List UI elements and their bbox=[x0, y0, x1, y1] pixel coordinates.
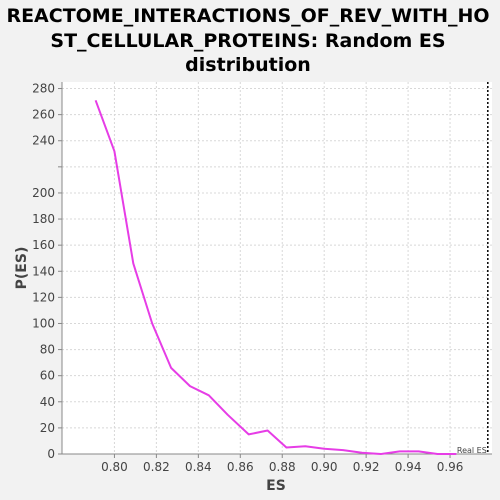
y-tick-label: 120 bbox=[32, 290, 55, 304]
x-axis-label: ES bbox=[266, 478, 286, 494]
series bbox=[94, 99, 457, 455]
real-es-label: Real ES bbox=[457, 446, 487, 455]
axes bbox=[61, 82, 492, 455]
y-tick-label: 0 bbox=[47, 447, 55, 461]
x-tick-label: 0.94 bbox=[395, 460, 422, 474]
x-tick-label: 0.90 bbox=[311, 460, 338, 474]
x-tick-label: 0.92 bbox=[353, 460, 380, 474]
chart-title-line-3: distribution bbox=[185, 54, 311, 76]
x-tick-label: 0.96 bbox=[437, 460, 464, 474]
x-tick-label: 0.88 bbox=[269, 460, 296, 474]
y-ticks: 0 20 40 60 80 100 120 140 160 180 200 240 260 280 bbox=[32, 82, 62, 461]
y-axis-label: P(ES) bbox=[14, 247, 30, 290]
y-tick-label: 140 bbox=[32, 264, 55, 278]
series-line bbox=[94, 99, 457, 455]
x-tick-label: 0.84 bbox=[185, 460, 212, 474]
y-tick-label: 260 bbox=[32, 108, 55, 122]
x-tick-label: 0.80 bbox=[101, 460, 128, 474]
chart-title-line-2: ST_CELLULAR_PROTEINS: Random ES bbox=[50, 30, 445, 52]
y-tick-label: 280 bbox=[32, 82, 55, 96]
grid bbox=[62, 82, 492, 455]
x-tick-label: 0.86 bbox=[227, 460, 254, 474]
y-tick-label: 80 bbox=[40, 343, 55, 357]
real-es-marker: Real ES bbox=[457, 82, 489, 455]
y-tick-label: 240 bbox=[32, 134, 55, 148]
y-tick-label: 60 bbox=[40, 369, 55, 383]
y-tick-label: 100 bbox=[32, 316, 55, 330]
plot-area bbox=[62, 82, 492, 454]
x-tick-label: 0.82 bbox=[143, 460, 170, 474]
y-tick-label: 200 bbox=[32, 186, 55, 200]
x-ticks: 0.80 0.82 0.84 0.86 0.88 0.90 0.92 0.94 0.96 bbox=[101, 454, 463, 474]
y-tick-label: 20 bbox=[40, 421, 55, 435]
chart-title-line-1: REACTOME_INTERACTIONS_OF_REV_WITH_HO bbox=[6, 5, 489, 27]
y-tick-label: 40 bbox=[40, 395, 55, 409]
y-tick-label: 160 bbox=[32, 238, 55, 252]
y-tick-label: 180 bbox=[32, 212, 55, 226]
